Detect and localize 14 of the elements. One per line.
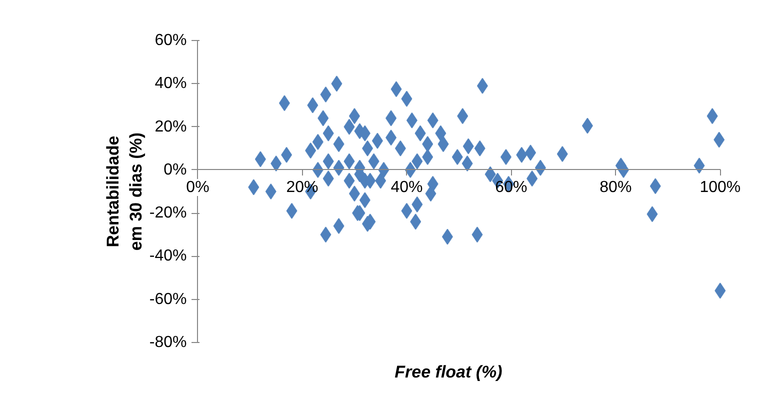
y-tick-label: 0% [164, 161, 187, 178]
y-tick-label: -80% [149, 334, 187, 351]
x-tick-label: 80% [600, 178, 632, 196]
y-tick-label: -40% [149, 248, 187, 265]
y-tick-label: 40% [154, 75, 187, 92]
x-axis-title: Free float (%) [394, 362, 503, 382]
y-tick-label: 60% [154, 32, 187, 50]
y-tick-label: 20% [154, 118, 187, 136]
x-tick-label: 40% [390, 178, 423, 196]
y-axis-title: Rentabilidade em 30 dias (%) [104, 132, 146, 251]
y-tick-label: -20% [149, 204, 187, 222]
x-tick-label: 100% [700, 178, 741, 196]
x-tick-label: 0% [186, 178, 210, 196]
y-tick-label: -60% [149, 290, 187, 308]
